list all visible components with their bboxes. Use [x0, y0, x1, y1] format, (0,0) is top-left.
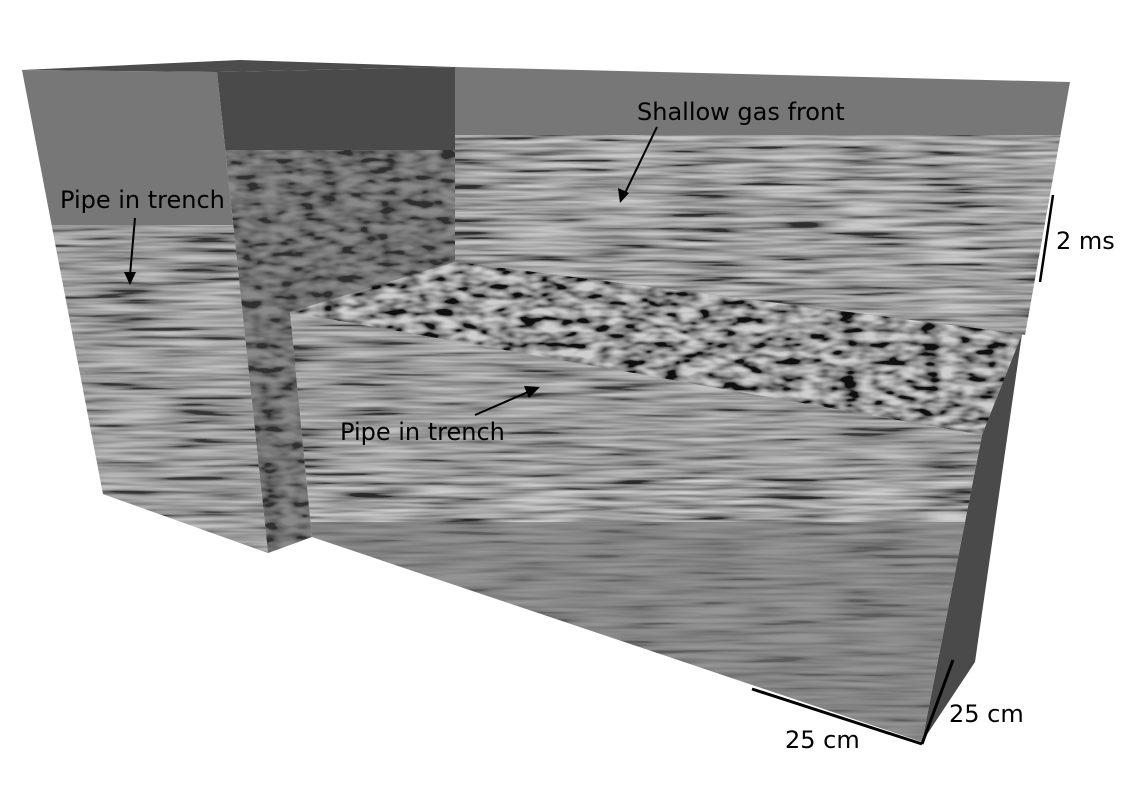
x-scale-label: 25 cm	[785, 726, 860, 754]
left-block-top-face	[22, 60, 455, 72]
pipe-arrow-left	[129, 217, 136, 276]
gas-front-label: Shallow gas front	[637, 98, 845, 126]
y-scale-bar	[920, 659, 955, 745]
pipe-label-left: Pipe in trench	[60, 186, 225, 214]
time-scale-label: 2 ms	[1056, 227, 1115, 255]
gas-front-arrowhead	[618, 188, 629, 203]
x-scale-bar	[751, 687, 923, 746]
gas-front-arrow	[624, 126, 658, 194]
pipe-arrowhead-front	[524, 386, 540, 398]
pipe-arrowhead-left	[124, 272, 136, 285]
right-block-side-face	[922, 334, 1022, 742]
pipe-arrow-front	[474, 391, 529, 416]
y-scale-label: 25 cm	[949, 700, 1024, 728]
pipe-label-front: Pipe in trench	[340, 418, 505, 446]
time-scale-bar	[1038, 194, 1055, 283]
